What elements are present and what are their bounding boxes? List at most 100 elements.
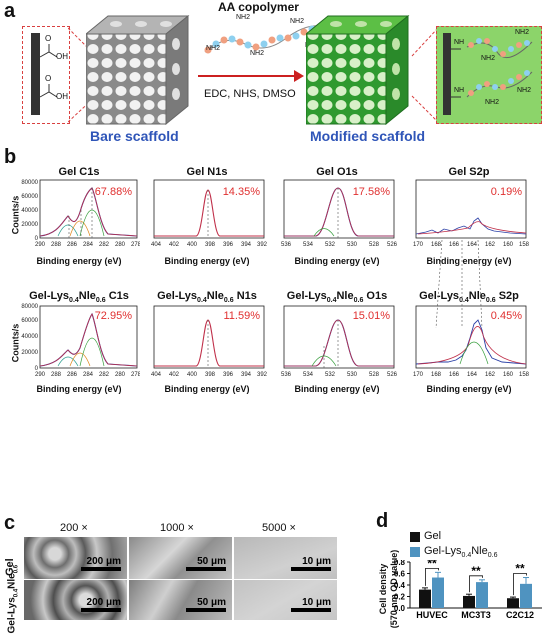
bare-scaffold-caption: Bare scaffold [90, 128, 179, 144]
inset-connector [411, 27, 439, 123]
significance-label: ** [471, 564, 481, 578]
legend-label-modified: Gel-Lys0.4Nle0.6 [424, 545, 498, 560]
x-tick: 160 [503, 242, 514, 248]
x-tick: 170 [413, 242, 424, 248]
x-tick: 392 [257, 372, 268, 378]
x-tick: 396 [223, 242, 234, 248]
bar [507, 598, 519, 608]
xps-title: Gel-Lys0.4Nle0.6 N1s [157, 290, 257, 305]
category-label: MC3T3 [461, 610, 491, 620]
xps-percent: 72.95% [94, 310, 132, 322]
hydroxyl-label: OH [56, 92, 68, 101]
sem-row-label-modified: Gel-Lys0.4Nle0.6 [6, 564, 20, 634]
amide-label: NH [454, 39, 465, 46]
xps-title: Gel-Lys0.4Nle0.6 S2p [419, 290, 519, 305]
significance-bracket [425, 567, 439, 586]
category-label: C2C12 [506, 610, 534, 620]
y-tick: 80000 [21, 180, 38, 186]
sem-gel-1000x: 50 μm [129, 537, 232, 579]
x-tick: 526 [387, 242, 398, 248]
x-tick: 526 [387, 372, 398, 378]
x-tick: 278 [131, 242, 140, 248]
x-tick: 532 [325, 242, 336, 248]
sem-magnification: 200 × [60, 522, 88, 534]
legend-label-gel: Gel [424, 530, 442, 542]
x-tick: 394 [241, 242, 252, 248]
oxygen-label: O [45, 74, 52, 83]
x-tick: 530 [347, 372, 358, 378]
amine-label: NH2 [517, 87, 532, 94]
y-tick: 40000 [21, 334, 38, 340]
bar [476, 582, 488, 608]
xps-plot: 404 402 400 398 396 394 392 [151, 179, 268, 248]
xps-xlabel: Binding energy (eV) [426, 384, 512, 394]
y-tick-label: 0.2 [394, 593, 406, 602]
y-tick-label: 0.6 [394, 570, 406, 579]
xps-ylabel: Counts/s [10, 195, 21, 235]
x-tick: 532 [325, 372, 336, 378]
xps-title: Gel O1s [316, 166, 358, 178]
xps-xlabel: Binding energy (eV) [294, 256, 380, 266]
x-tick: 536 [281, 372, 292, 378]
surface-wall [443, 33, 451, 115]
bar [463, 595, 475, 608]
x-tick: 282 [99, 372, 110, 378]
x-tick: 166 [449, 242, 460, 248]
xps-title: Gel N1s [186, 166, 228, 178]
xps-xlabel: Binding energy (eV) [36, 256, 122, 266]
x-tick: 288 [51, 242, 62, 248]
scale-bar [186, 608, 226, 612]
x-tick: 278 [131, 372, 140, 378]
xps-ylabel: Counts/s [10, 323, 21, 363]
x-tick: 166 [449, 372, 460, 378]
x-tick: 394 [241, 372, 252, 378]
amine-label: NH2 [290, 18, 305, 25]
reaction-conditions: EDC, NHS, DMSO [204, 88, 296, 100]
legend-swatch-modified [410, 547, 420, 557]
x-tick: 290 [35, 372, 46, 378]
x-tick: 170 [413, 372, 424, 378]
xps-title: Gel C1s [58, 166, 100, 178]
panel-b-label: b [4, 146, 17, 168]
x-tick: 400 [187, 242, 198, 248]
xps-percent: 15.01% [352, 310, 390, 322]
category-label: HUVEC [416, 610, 448, 620]
x-tick: 286 [67, 372, 78, 378]
x-tick: 398 [205, 372, 216, 378]
panel-a-label: a [4, 0, 16, 22]
xps-title: Gel-Lys0.4Nle0.6 O1s [286, 290, 388, 305]
xps-percent: 14.35% [222, 186, 260, 198]
oxygen-label: O [45, 34, 52, 43]
xps-plot: 170 168 166 164 162 160 158 [413, 305, 530, 378]
y-tick-label: 0.0 [394, 604, 406, 613]
xps-percent: 17.58% [352, 186, 390, 198]
x-tick: 280 [115, 372, 126, 378]
sem-modified-200x: 200 μm [24, 580, 127, 620]
x-tick: 284 [83, 372, 94, 378]
x-tick: 282 [99, 242, 110, 248]
y-tick: 60000 [21, 194, 38, 200]
x-tick: 534 [303, 372, 314, 378]
xps-plot: 536 534 532 530 528 526 [281, 179, 398, 248]
grafted-copolymer [451, 38, 533, 98]
sem-gel-5000x: 10 μm [234, 537, 337, 579]
scale-bar [291, 567, 331, 571]
surface-wall [31, 33, 40, 115]
hydroxyl-label: OH [56, 52, 68, 61]
amine-label: NH2 [250, 50, 265, 57]
xps-plot: 536 534 532 530 528 526 [281, 305, 398, 378]
scale-bar-label: 200 μm [86, 597, 121, 608]
y-tick: 0 [35, 366, 39, 372]
xps-plot: 170 168 166 164 162 160 158 [413, 179, 530, 248]
amine-label: NH2 [485, 99, 500, 106]
xps-gel-c1s: Gel C1s 67.88% 290 288 286 284 282 280 2… [18, 166, 140, 266]
xps-percent: 0.45% [490, 310, 522, 322]
x-tick: 528 [369, 372, 380, 378]
x-tick: 280 [115, 242, 126, 248]
scale-bar-label: 10 μm [302, 556, 331, 567]
amine-label: NH2 [206, 45, 221, 52]
scale-bar-label: 10 μm [302, 597, 331, 608]
carboxyl-groups [39, 44, 58, 98]
significance-bracket [513, 573, 527, 596]
amine-label: NH2 [481, 55, 496, 62]
